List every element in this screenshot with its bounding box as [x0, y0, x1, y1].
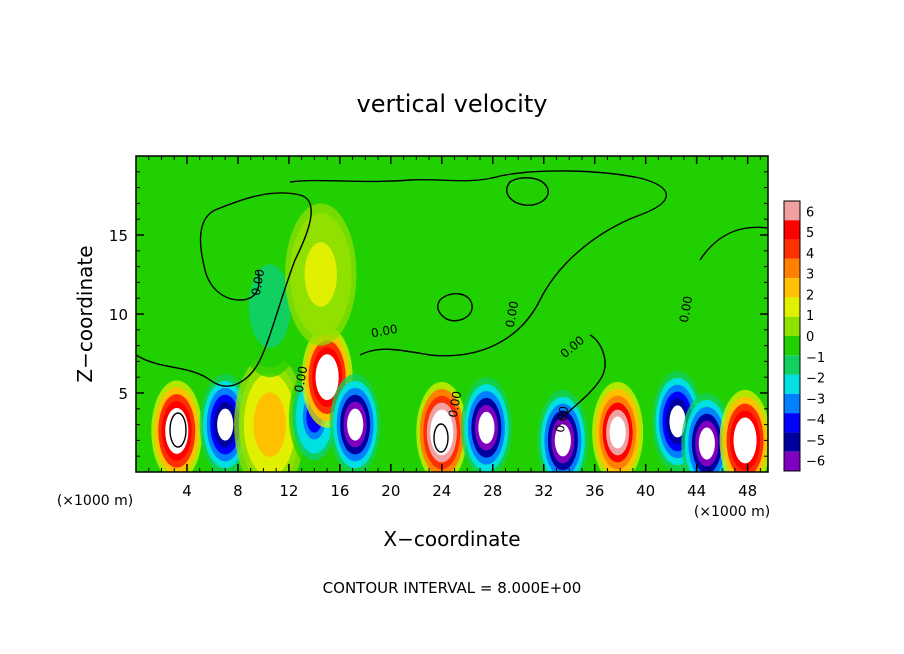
contour-lines [136, 170, 768, 453]
contour-line [699, 226, 768, 261]
velocity-contour-fill [698, 427, 715, 460]
x-tick-label: 36 [585, 482, 604, 500]
colorbar-label: 3 [806, 268, 814, 283]
colorbar-swatch [784, 239, 800, 259]
velocity-contour-fill [217, 408, 234, 441]
colorbar-label: −2 [806, 372, 825, 387]
contour-label: 0.00 [370, 322, 399, 340]
colorbar-label: −6 [806, 455, 825, 470]
contour-label: 0.00 [292, 365, 310, 394]
colorbar-label: 4 [806, 247, 814, 262]
colorbar-swatch [784, 278, 800, 298]
colorbar: 6 5 4 3 2 1 0 −1 −2 −3 −4 −5 −6 [783, 200, 825, 472]
colorbar-label: −4 [806, 413, 825, 428]
colorbar-swatch [784, 336, 800, 356]
velocity-contour-fill [309, 251, 333, 298]
velocity-contour-fill [669, 405, 686, 438]
colorbar-frame [783, 200, 801, 472]
contour-label: 0.00 [553, 405, 571, 434]
velocity-cell [681, 393, 733, 472]
x-tick-label: 4 [182, 482, 192, 500]
colorbar-swatch [784, 220, 800, 240]
colorbar-swatch [784, 451, 800, 471]
x-tick-label: 32 [534, 482, 553, 500]
y-axis: 5 10 15 [109, 171, 768, 457]
x-tick-label: 48 [738, 482, 757, 500]
contour-line [437, 293, 473, 322]
colorbar-label: −3 [806, 392, 825, 407]
colorbar-swatch [784, 432, 800, 452]
velocity-contour-fill [347, 408, 364, 441]
velocity-contour-fill [433, 416, 450, 449]
velocity-field [151, 203, 768, 472]
velocity-contour-fill [319, 361, 336, 394]
velocity-contour-fill [554, 424, 571, 457]
colorbar-swatch [784, 201, 800, 221]
colorbar-swatch [784, 316, 800, 336]
velocity-cell [537, 389, 589, 472]
contour-line [506, 177, 549, 206]
y-tick-label: 10 [109, 306, 128, 324]
colorbar-label: 5 [806, 226, 814, 241]
colorbar-swatch [784, 413, 800, 433]
colorbar-swatch [784, 297, 800, 317]
contour-line [559, 334, 606, 421]
velocity-cell [151, 380, 203, 472]
x-unit-label-left: (×1000 m) [57, 493, 133, 509]
colorbar-swatch [784, 393, 800, 414]
chart-title: vertical velocity [357, 90, 548, 118]
velocity-cell [592, 381, 644, 472]
velocity-contour-fill [258, 402, 282, 448]
contour-label: 0.00 [503, 300, 521, 329]
velocity-cell [719, 389, 768, 472]
contour-line [169, 412, 187, 448]
colorbar-label: 1 [806, 309, 814, 324]
x-tick-label: 44 [687, 482, 706, 500]
contour-interval-note: CONTOUR INTERVAL = 8.000E+00 [323, 579, 582, 597]
velocity-cell [285, 203, 357, 346]
colorbar-swatch [784, 374, 800, 394]
y-axis-label: Z−coordinate [73, 245, 97, 382]
x-unit-label-right: (×1000 m) [694, 504, 770, 520]
x-axis: 4 8 12 16 20 24 28 32 36 40 44 48 [148, 156, 761, 500]
y-tick-label: 15 [109, 227, 128, 245]
contour-label-group: 0.000.000.000.000.000.000.000.00 [249, 268, 695, 434]
contour-line [289, 170, 667, 357]
contour-line [136, 192, 312, 387]
velocity-cell [416, 381, 468, 472]
x-tick-label: 40 [636, 482, 655, 500]
plot-area: 0.000.000.000.000.000.000.000.00 [136, 156, 768, 472]
contour-line [433, 423, 449, 453]
velocity-cell [460, 377, 512, 472]
x-tick-label: 20 [381, 482, 400, 500]
colorbar-swatch [784, 355, 800, 375]
x-tick-label: 16 [330, 482, 349, 500]
colorbar-label: −1 [806, 351, 825, 366]
x-tick-label: 24 [432, 482, 451, 500]
velocity-contour-fill [736, 424, 754, 457]
x-tick-label: 12 [279, 482, 298, 500]
x-tick-label: 8 [233, 482, 243, 500]
velocity-cell [234, 353, 306, 472]
velocity-contour-fill [609, 416, 626, 449]
colorbar-label: −5 [806, 434, 825, 449]
contour-label: 0.00 [249, 268, 267, 297]
velocity-contour-fill [478, 411, 495, 444]
colorbar-label: 2 [806, 288, 814, 303]
colorbar-label: 0 [806, 330, 814, 345]
velocity-contour-fill [168, 414, 185, 447]
y-tick-label: 5 [118, 385, 128, 403]
x-axis-label: X−coordinate [383, 527, 520, 551]
contour-label: 0.00 [446, 390, 464, 419]
colorbar-label: 6 [806, 205, 814, 220]
x-tick-label: 28 [483, 482, 502, 500]
velocity-cell [329, 374, 381, 472]
colorbar-swatch [784, 258, 800, 279]
contour-label: 0.00 [677, 295, 695, 324]
